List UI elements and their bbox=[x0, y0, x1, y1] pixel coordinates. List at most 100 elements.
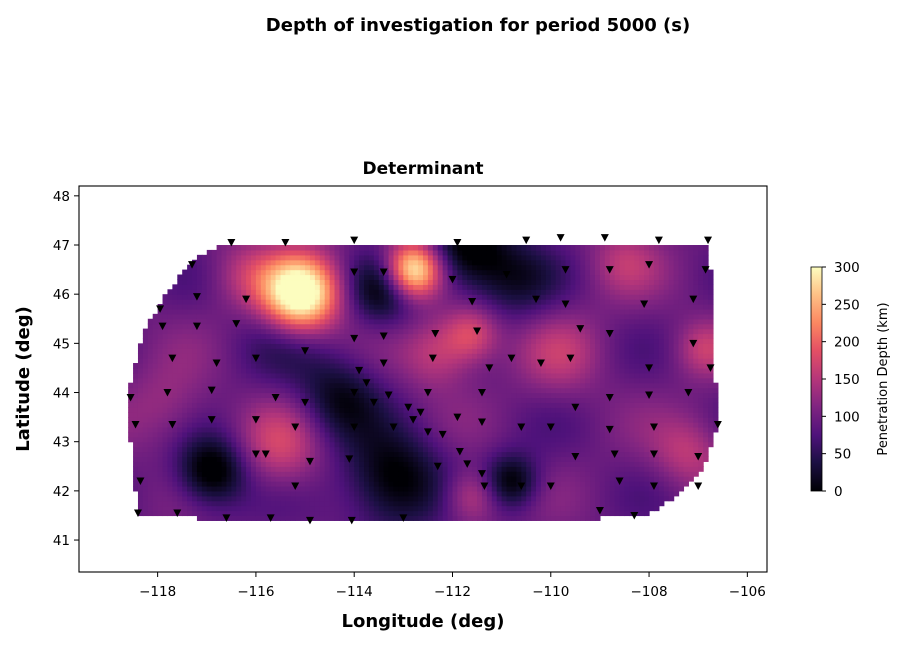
heatmap-cell bbox=[531, 495, 537, 502]
heatmap-cell bbox=[187, 304, 193, 310]
heatmap-cell bbox=[157, 456, 164, 462]
heatmap-cell bbox=[152, 485, 159, 492]
heatmap-cell bbox=[339, 485, 345, 492]
heatmap-cell bbox=[231, 500, 237, 507]
heatmap-cell bbox=[359, 407, 365, 413]
heatmap-cell bbox=[540, 363, 547, 369]
heatmap-cell bbox=[545, 500, 552, 507]
heatmap-cell bbox=[521, 338, 527, 344]
heatmap-cell bbox=[206, 284, 213, 290]
heatmap-cell bbox=[319, 333, 326, 340]
heatmap-cell bbox=[309, 264, 316, 271]
heatmap-cell bbox=[157, 392, 164, 399]
heatmap-cell bbox=[260, 392, 267, 399]
heatmap-cell bbox=[516, 417, 522, 423]
heatmap-cell bbox=[280, 348, 286, 354]
heatmap-cell bbox=[177, 328, 183, 335]
heatmap-cell bbox=[187, 299, 193, 305]
heatmap-cell bbox=[457, 372, 463, 379]
heatmap-cell bbox=[241, 471, 247, 477]
heatmap-cell bbox=[408, 510, 414, 517]
heatmap-cell bbox=[265, 348, 272, 354]
heatmap-cell bbox=[531, 471, 537, 477]
heatmap-cell bbox=[472, 284, 478, 290]
heatmap-cell bbox=[137, 466, 144, 472]
heatmap-cell bbox=[432, 289, 439, 295]
heatmap-cell bbox=[555, 515, 562, 521]
heatmap-cell bbox=[477, 505, 483, 512]
heatmap-cell bbox=[177, 318, 183, 325]
heatmap-cell bbox=[142, 377, 149, 384]
heatmap-cell bbox=[349, 431, 355, 438]
heatmap-cell bbox=[255, 456, 262, 462]
heatmap-cell bbox=[329, 412, 336, 418]
heatmap-cell bbox=[251, 510, 257, 517]
heatmap-cell bbox=[398, 313, 404, 320]
heatmap-cell bbox=[536, 466, 542, 472]
heatmap-cell bbox=[285, 264, 291, 271]
heatmap-cell bbox=[388, 490, 395, 497]
heatmap-cell bbox=[167, 436, 173, 443]
heatmap-cell bbox=[383, 338, 390, 344]
heatmap-cell bbox=[408, 343, 414, 349]
heatmap-cell bbox=[241, 417, 247, 423]
heatmap-cell bbox=[447, 431, 454, 438]
heatmap-cell bbox=[172, 377, 178, 384]
heatmap-cell bbox=[167, 466, 173, 472]
heatmap-cell bbox=[432, 308, 439, 315]
heatmap-cell bbox=[329, 377, 336, 384]
heatmap-cell bbox=[251, 485, 257, 492]
heatmap-cell bbox=[526, 254, 532, 261]
heatmap-cell bbox=[275, 387, 282, 394]
heatmap-cell bbox=[570, 259, 576, 266]
heatmap-cell bbox=[211, 412, 218, 418]
heatmap-cell bbox=[565, 358, 572, 364]
heatmap-cell bbox=[359, 461, 365, 467]
heatmap-cell bbox=[162, 456, 169, 462]
heatmap-cell bbox=[305, 348, 311, 354]
heatmap-cell bbox=[501, 318, 508, 325]
heatmap-cell bbox=[550, 446, 557, 453]
heatmap-cell bbox=[152, 476, 159, 482]
heatmap-cell bbox=[570, 254, 576, 261]
heatmap-cell bbox=[324, 466, 331, 472]
heatmap-cell bbox=[305, 387, 311, 394]
heatmap-cell bbox=[447, 289, 454, 295]
heatmap-cell bbox=[314, 284, 321, 290]
heatmap-cell bbox=[506, 456, 513, 462]
heatmap-cell bbox=[526, 343, 532, 349]
heatmap-cell bbox=[526, 372, 532, 379]
heatmap-cell bbox=[255, 323, 262, 330]
heatmap-cell bbox=[486, 348, 493, 354]
heatmap-cell bbox=[457, 481, 463, 487]
heatmap-cell bbox=[300, 279, 306, 285]
heatmap-cell bbox=[383, 308, 390, 315]
heatmap-cell bbox=[354, 515, 360, 521]
heatmap-cell bbox=[432, 245, 439, 251]
heatmap-cell bbox=[472, 367, 478, 374]
heatmap-cell bbox=[511, 284, 517, 290]
heatmap-cell bbox=[226, 505, 232, 512]
heatmap-cell bbox=[172, 446, 178, 453]
heatmap-cell bbox=[265, 481, 272, 487]
heatmap-cell bbox=[324, 402, 331, 408]
heatmap-cell bbox=[560, 353, 567, 359]
heatmap-cell bbox=[236, 328, 242, 335]
heatmap-cell bbox=[241, 510, 247, 517]
heatmap-cell bbox=[383, 294, 390, 300]
heatmap-cell bbox=[329, 274, 336, 281]
heatmap-cell bbox=[133, 461, 139, 467]
heatmap-cell bbox=[309, 318, 316, 325]
heatmap-cell bbox=[418, 318, 424, 325]
heatmap-cell bbox=[305, 471, 311, 477]
heatmap-cell bbox=[206, 249, 213, 256]
heatmap-cell bbox=[241, 363, 247, 369]
heatmap-cell bbox=[477, 254, 483, 261]
heatmap-cell bbox=[221, 343, 228, 349]
heatmap-cell bbox=[496, 515, 503, 521]
heatmap-cell bbox=[192, 500, 198, 507]
heatmap-cell bbox=[260, 436, 267, 443]
heatmap-cell bbox=[506, 254, 513, 261]
heatmap-cell bbox=[359, 485, 365, 492]
heatmap-cell bbox=[575, 333, 581, 340]
